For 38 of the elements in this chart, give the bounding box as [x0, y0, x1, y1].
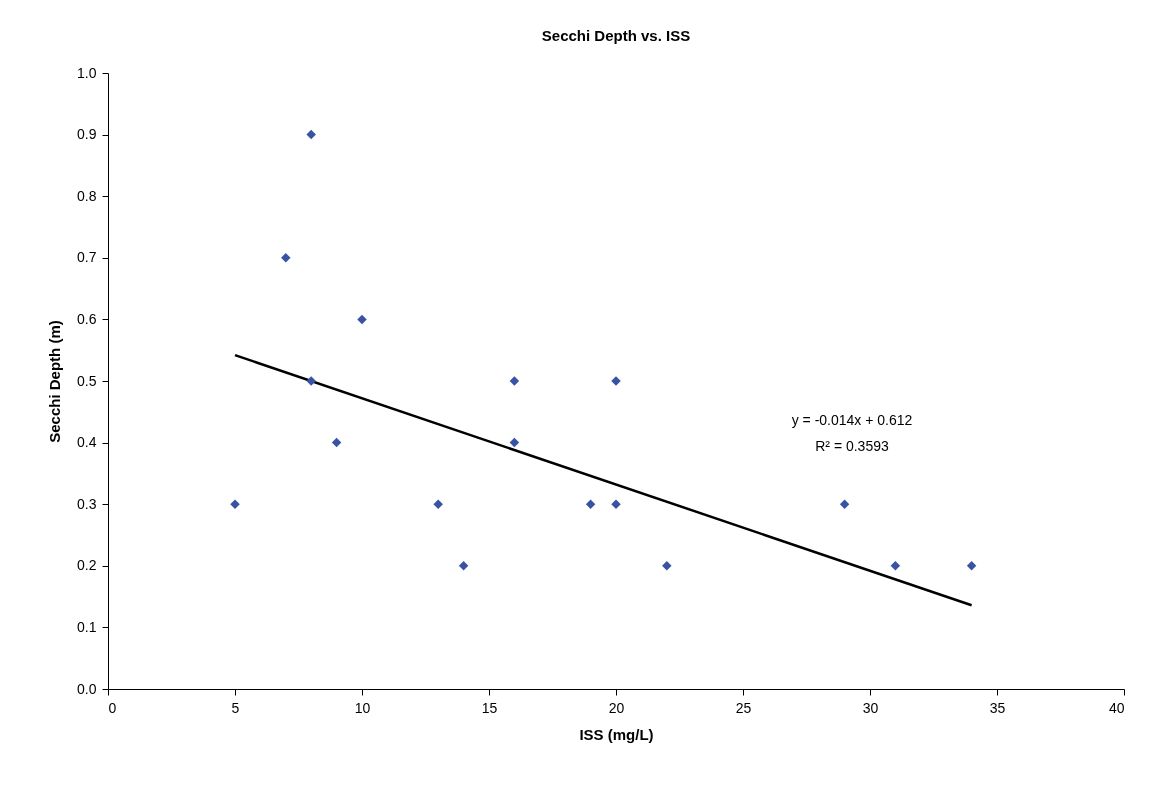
y-tick-label: 0.8: [77, 187, 97, 204]
point: [331, 437, 342, 448]
y-tick-label: 0.3: [77, 495, 97, 512]
annotation: R² = 0.3593: [815, 438, 889, 454]
point: [306, 129, 316, 140]
y-tick-label: 0.6: [77, 310, 97, 327]
point: [509, 376, 520, 386]
y-tick-label: 1.0: [77, 64, 97, 81]
x-tick-label: 25: [735, 699, 752, 716]
point: [662, 561, 672, 571]
y-axis-title: Secchi Depth (m): [46, 320, 64, 443]
y-tick-label: 0.0: [77, 680, 97, 697]
point: [433, 499, 443, 509]
point: [839, 499, 850, 509]
chart-title: Secchi Depth vs. ISS: [541, 27, 691, 44]
y-tick-label: 0.4: [77, 434, 97, 451]
point: [458, 561, 469, 571]
y-tick-label: 0.9: [77, 126, 97, 143]
point: [357, 314, 367, 325]
x-tick-label: 20: [608, 699, 625, 716]
y-tick-label: 0.5: [77, 372, 97, 389]
point: [966, 561, 977, 571]
x-tick-label: 40: [1108, 699, 1125, 716]
x-tick-label: 5: [231, 699, 240, 716]
x-tick-label: 35: [989, 699, 1006, 716]
point: [890, 561, 901, 571]
x-tick-label: 30: [862, 699, 879, 716]
x-axis-title: ISS (mg/L): [579, 725, 654, 743]
point: [281, 253, 291, 263]
y-tick-label: 0.1: [77, 618, 97, 635]
point: [585, 499, 596, 509]
x-tick-label: 0: [108, 699, 117, 716]
annotation: y = -0.014x + 0.612: [791, 412, 913, 428]
y-tick-label: 0.7: [77, 249, 97, 266]
point: [509, 437, 520, 448]
x-tick-label: 15: [481, 699, 498, 716]
x-tick-label: 10: [354, 699, 371, 716]
y-tick-label: 0.2: [77, 557, 97, 574]
